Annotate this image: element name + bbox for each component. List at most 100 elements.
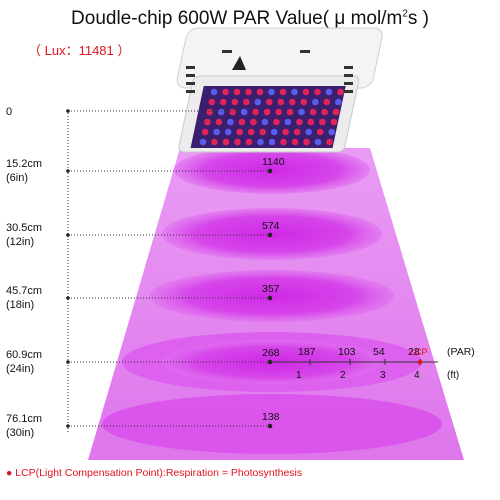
led-icon: [217, 108, 225, 116]
inch-label: (6in): [6, 172, 28, 184]
spread-par-value: 28: [408, 346, 420, 358]
led-icon: [222, 88, 229, 96]
height-label: 30.5cm: [6, 222, 42, 234]
led-icon: [247, 128, 255, 136]
lcp-dot: [417, 359, 423, 365]
led-icon: [236, 128, 243, 136]
inch-label: (18in): [6, 299, 34, 311]
led-icon: [275, 108, 282, 116]
led-icon: [211, 138, 218, 146]
ft-tick-label: 2: [340, 370, 346, 381]
par-value: 138: [262, 411, 280, 423]
axis-dot: [66, 360, 70, 364]
led-icon: [300, 98, 308, 106]
par-dot: [267, 423, 273, 429]
led-icon: [240, 108, 248, 116]
led-icon: [220, 98, 227, 106]
led-icon: [321, 108, 328, 116]
led-icon: [234, 138, 241, 146]
led-icon: [330, 118, 338, 126]
led-icon: [296, 118, 303, 126]
par-ellipses: [102, 146, 442, 454]
led-icon: [245, 88, 252, 96]
led-icon: [215, 118, 223, 126]
led-icon: [199, 138, 207, 146]
title-superscript: 2: [402, 8, 408, 20]
led-icon: [261, 118, 269, 126]
par-value: 574: [262, 220, 280, 232]
led-icon: [268, 88, 275, 96]
inch-label: (24in): [6, 363, 34, 375]
led-icon: [201, 128, 209, 136]
led-icon: [277, 98, 285, 106]
led-icon: [282, 128, 290, 136]
axis-dot: [66, 169, 70, 173]
ft-tick-label: 3: [380, 370, 386, 381]
par-value: 268: [262, 347, 280, 359]
height-label: 60.9cm: [6, 349, 42, 361]
led-icon: [259, 128, 267, 136]
led-icon: [319, 118, 326, 126]
led-icon: [224, 128, 232, 136]
led-icon: [229, 108, 236, 116]
led-icon: [335, 98, 342, 106]
led-icon: [305, 128, 313, 136]
par-dot: [267, 295, 273, 301]
axis-dot: [66, 424, 70, 428]
ft-tick-label: 1: [296, 370, 302, 381]
led-icon: [243, 98, 250, 106]
par-dot: [267, 232, 273, 238]
led-icon: [270, 128, 278, 136]
led-icon: [233, 88, 241, 96]
led-icon: [332, 108, 340, 116]
ft-unit-label: (ft): [447, 370, 459, 381]
led-icon: [302, 88, 310, 96]
led-icon: [266, 98, 273, 106]
led-icon: [298, 108, 305, 116]
led-icon: [291, 88, 298, 96]
axis-dot: [66, 233, 70, 237]
title-main: Doudle-chip 600W PAR Value( μ mol/m: [71, 8, 403, 29]
led-icon: [314, 88, 321, 96]
par-value: 1140: [262, 156, 285, 168]
led-icon: [316, 128, 324, 136]
led-icon: [325, 88, 333, 96]
led-icon: [293, 128, 301, 136]
led-icon: [284, 118, 292, 126]
led-icon: [252, 108, 259, 116]
led-icon: [256, 88, 264, 96]
led-icon: [213, 128, 220, 136]
inch-label: (12in): [6, 236, 34, 248]
lcp-label: LCP: [410, 347, 428, 357]
led-icon: [279, 88, 287, 96]
led-icon: [273, 118, 280, 126]
led-icon: [309, 108, 317, 116]
fixture-vents: [186, 50, 353, 93]
led-icon: [328, 128, 336, 136]
led-icon: [250, 118, 257, 126]
led-icon: [204, 118, 211, 126]
led-icon: [289, 98, 296, 106]
ft-tick-label: 4: [414, 370, 420, 381]
led-icon: [268, 138, 276, 146]
led-icon: [208, 98, 216, 106]
led-icon: [291, 138, 299, 146]
led-icon: [323, 98, 331, 106]
led-icon: [307, 118, 315, 126]
led-icon: [238, 118, 246, 126]
lcp-footnote: ● LCP(Light Compensation Point):Respirat…: [6, 467, 303, 479]
spread-par-value: 187: [298, 346, 316, 358]
chart-title: Doudle-chip 600W PAR Value( μ mol/m2s ): [0, 8, 500, 30]
led-icon: [210, 88, 218, 96]
spread-scale: 187 103 54 28 1 2 3 4 (PAR) (ft) LCP: [270, 346, 475, 381]
lux-label: （ Lux：11481 ）: [28, 43, 131, 58]
inch-label: (30in): [6, 427, 34, 439]
led-icon: [254, 98, 262, 106]
led-icon: [231, 98, 239, 106]
led-icon: [257, 138, 264, 146]
axis-dot: [66, 109, 70, 113]
led-icon: [286, 108, 294, 116]
led-icon: [280, 138, 287, 146]
par-value: 357: [262, 283, 280, 295]
